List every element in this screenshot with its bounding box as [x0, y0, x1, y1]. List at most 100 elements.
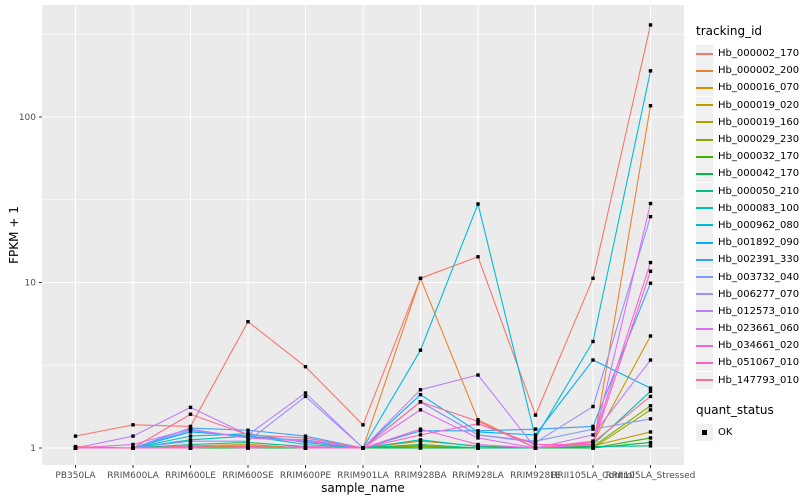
- data-point-marker: [418, 388, 423, 392]
- data-point-marker: [73, 444, 78, 449]
- legend-key-swatch: [696, 45, 713, 63]
- legend-item-Hb_000019_160: Hb_000019_160: [696, 113, 800, 131]
- data-point-marker: [648, 214, 653, 219]
- legend-item-Hb_006277_070: Hb_006277_070: [696, 285, 800, 303]
- data-point-marker: [73, 434, 78, 438]
- legend-item-label: Hb_012573_010: [718, 305, 800, 317]
- x-tick-label: RRIM928BA: [394, 471, 447, 481]
- x-tick-label: RRIM928LA: [452, 471, 504, 481]
- legend: tracking_id Hb_000002_170 Hb_000002_200 Hb…: [696, 24, 800, 441]
- data-point-marker: [648, 260, 653, 265]
- legend-key-swatch: [696, 354, 713, 372]
- legend-key-swatch: [696, 337, 713, 355]
- legend-title-tracking-id: tracking_id: [696, 24, 763, 38]
- legend-title-quant-status: quant_status: [696, 402, 774, 417]
- legend-item-Hb_034661_020: Hb_034661_020: [696, 337, 800, 355]
- legend-key-swatch: [696, 113, 713, 131]
- data-point-marker: [188, 442, 193, 447]
- legend-item-Hb_000029_230: Hb_000029_230: [696, 131, 800, 149]
- data-point-marker: [188, 434, 193, 438]
- data-point-marker: [418, 392, 423, 397]
- data-point-marker: [533, 427, 538, 431]
- legend-item-label: Hb_000019_160: [718, 116, 800, 128]
- data-point-marker: [533, 433, 538, 437]
- legend-item-label: Hb_000002_200: [718, 65, 800, 77]
- y-tick-label: 100: [19, 113, 36, 123]
- legend-item-Hb_000016_070: Hb_000016_070: [696, 79, 800, 97]
- data-point-marker: [533, 440, 538, 445]
- data-point-marker: [648, 430, 653, 434]
- data-point-marker: [246, 436, 250, 440]
- x-tick-label: RRIM600SE: [222, 471, 274, 481]
- data-point-marker: [131, 423, 135, 427]
- legend-item-label: Hb_000032_170: [718, 151, 800, 163]
- ok-label: OK: [718, 426, 733, 438]
- legend-item-Hb_012573_010: Hb_012573_010: [696, 302, 800, 320]
- data-point-marker: [533, 413, 538, 417]
- data-point-marker: [188, 405, 193, 410]
- data-point-marker: [188, 446, 193, 450]
- data-point-marker: [303, 439, 308, 443]
- data-point-marker: [648, 386, 653, 390]
- data-point-marker: [591, 427, 595, 431]
- x-tick-label: RRII105LA_Stressed: [606, 471, 696, 481]
- legend-key-swatch: [696, 165, 713, 183]
- legend-item-Hb_147793_010: Hb_147793_010: [696, 371, 800, 389]
- legend-key-swatch: [696, 285, 713, 303]
- data-point-marker: [648, 394, 653, 399]
- data-point-marker: [533, 436, 538, 440]
- data-point-marker: [131, 434, 135, 438]
- legend-item-label: Hb_000029_230: [718, 134, 800, 146]
- data-point-marker: [418, 400, 423, 404]
- data-point-marker: [131, 442, 135, 447]
- legend-item-Hb_002391_330: Hb_002391_330: [696, 251, 800, 269]
- data-point-marker: [188, 427, 193, 431]
- data-point-marker: [648, 404, 653, 408]
- legend-item-label: Hb_147793_010: [718, 374, 800, 386]
- legend-item-Hb_003732_040: Hb_003732_040: [696, 268, 800, 286]
- x-tick-label: RRIM600LE: [165, 471, 216, 481]
- data-point-marker: [418, 276, 423, 281]
- legend-item-label: Hb_051067_010: [718, 357, 800, 369]
- data-point-marker: [418, 427, 423, 431]
- legend-item-label: Hb_000050_210: [718, 185, 800, 197]
- legend-key-swatch: [696, 199, 713, 217]
- x-axis-title: sample_name: [321, 481, 405, 495]
- legend-item-Hb_000050_210: Hb_000050_210: [696, 182, 800, 200]
- data-point-marker: [361, 423, 365, 427]
- data-point-marker: [591, 424, 595, 429]
- ok-marker-key: [696, 423, 713, 441]
- legend-item-label: Hb_006277_070: [718, 288, 800, 300]
- legend-key-swatch: [696, 234, 713, 252]
- legend-item-ok: OK: [696, 423, 800, 441]
- legend-items: Hb_000002_170 Hb_000002_200 Hb_000016_070 H…: [696, 45, 800, 389]
- legend-key-swatch: [696, 148, 713, 166]
- x-tick-label: RRIM600PE: [280, 471, 332, 481]
- data-point-marker: [476, 436, 480, 440]
- data-point-marker: [476, 422, 480, 426]
- legend-key-swatch: [696, 302, 713, 320]
- data-point-marker: [361, 446, 365, 450]
- data-point-marker: [418, 446, 423, 450]
- data-point-marker: [648, 408, 653, 412]
- data-point-marker: [188, 412, 193, 416]
- data-point-marker: [648, 69, 653, 73]
- data-point-marker: [418, 438, 423, 442]
- y-tick-label: 10: [25, 279, 37, 289]
- data-point-marker: [591, 339, 595, 344]
- x-tick-label: RRIM928LE: [510, 471, 561, 481]
- data-point-marker: [648, 358, 653, 362]
- legend-key-swatch: [696, 268, 713, 286]
- data-point-marker: [648, 269, 653, 273]
- data-point-marker: [246, 439, 250, 443]
- data-point-marker: [648, 104, 653, 108]
- data-point-marker: [648, 201, 653, 206]
- data-point-marker: [131, 446, 135, 450]
- data-point-marker: [303, 364, 308, 369]
- data-point-marker: [591, 433, 595, 437]
- data-point-marker: [476, 433, 480, 437]
- data-point-marker: [246, 428, 250, 432]
- legend-key-swatch: [696, 371, 713, 389]
- legend-item-label: Hb_000962_080: [718, 219, 800, 231]
